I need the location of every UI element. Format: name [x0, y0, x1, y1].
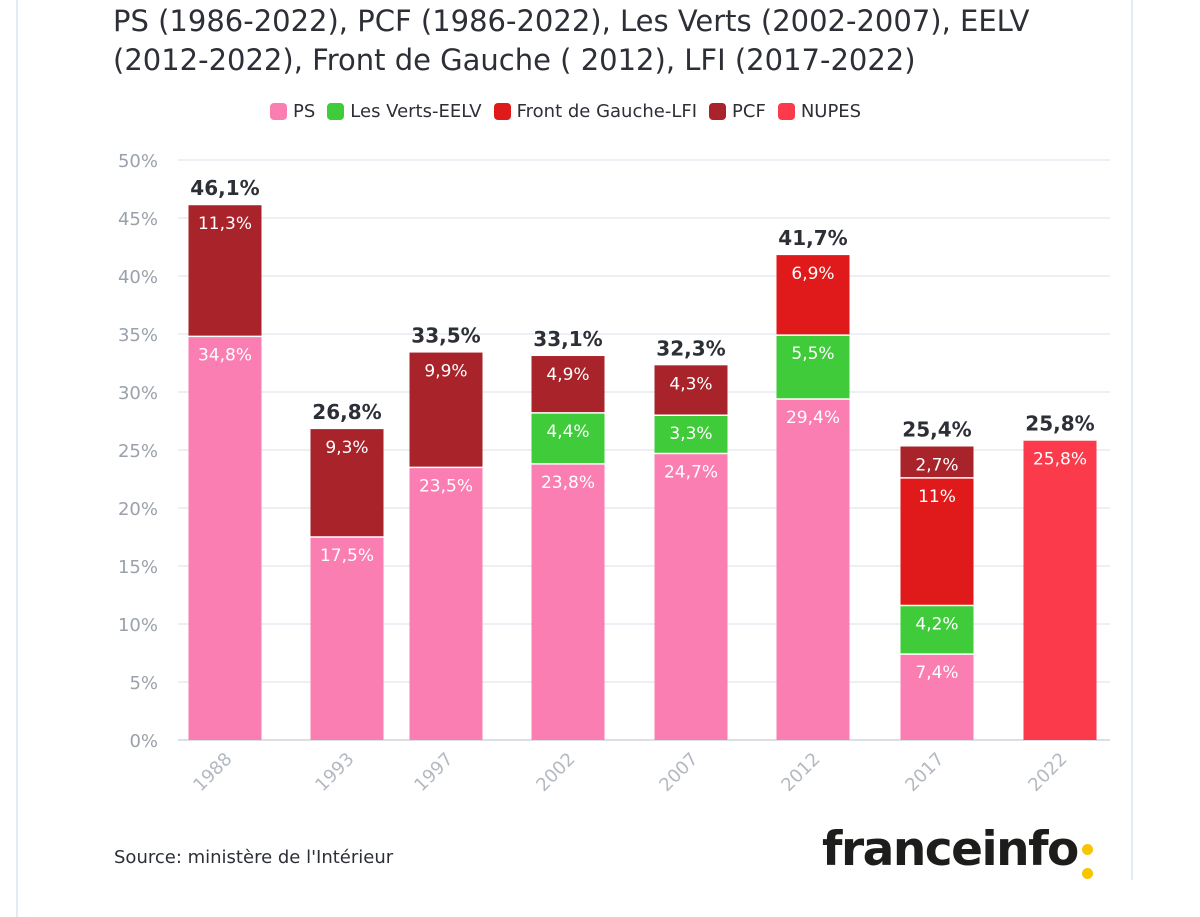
- x-tick-label: 2022: [1024, 749, 1071, 796]
- y-tick-label: 25%: [118, 441, 158, 462]
- bar-segment-ps: [409, 467, 483, 740]
- total-label: 26,8%: [312, 400, 381, 424]
- legend-item-front-de-gauche-lfi[interactable]: Front de Gauche-LFI: [493, 100, 698, 122]
- bar-segment-les-verts-eelv: [900, 605, 974, 655]
- legend-swatch: [709, 102, 727, 120]
- y-tick-label: 40%: [118, 267, 158, 288]
- legend-item-nupes[interactable]: NUPES: [777, 100, 862, 122]
- x-tick-label: 1997: [410, 749, 457, 796]
- total-label: 46,1%: [190, 176, 259, 200]
- legend-item-ps[interactable]: PS: [270, 101, 315, 122]
- total-label: 25,8%: [1025, 412, 1094, 436]
- bar-segment-les-verts-eelv: [776, 335, 850, 399]
- total-label: 41,7%: [778, 226, 847, 250]
- data-label: 4,4%: [546, 422, 589, 442]
- x-tick-label: 1993: [311, 749, 358, 796]
- legend-swatch: [493, 102, 511, 120]
- legend-label: PCF: [732, 100, 766, 122]
- x-tick-label: 2002: [532, 749, 579, 796]
- total-label: 32,3%: [656, 336, 725, 360]
- total-label: 25,4%: [902, 418, 971, 442]
- bar-segment-les-verts-eelv: [531, 412, 605, 464]
- legend-item-pcf[interactable]: PCF: [709, 101, 766, 122]
- data-label: 25,8%: [1033, 450, 1087, 470]
- bar-segment-les-verts-eelv: [654, 415, 728, 454]
- x-tick-label: 1988: [189, 749, 236, 796]
- y-tick-label: 0%: [129, 731, 158, 752]
- legend: PS Les Verts-EELV Front de Gauche-LFI PCF NU…: [270, 98, 861, 124]
- y-tick-label: 10%: [118, 615, 158, 636]
- data-label: 2,7%: [915, 456, 958, 476]
- bar-segment-pcf: [409, 352, 483, 468]
- chart-title: PS (1986-2022), PCF (1986-2022), Les Ver…: [113, 4, 1030, 77]
- legend-label: Front de Gauche-LFI: [516, 100, 698, 122]
- data-label: 11,3%: [198, 214, 252, 234]
- bar-segment-ps: [531, 463, 605, 740]
- bar-segment-nupes: [1023, 440, 1097, 740]
- data-label: 4,2%: [915, 614, 958, 634]
- data-label: 5,5%: [791, 344, 834, 364]
- legend-label: Les Verts-EELV: [350, 100, 482, 122]
- source-note: Source: ministère de l'Intérieur: [114, 847, 394, 868]
- x-tick-label: 2017: [901, 749, 948, 796]
- y-tick-label: 30%: [118, 383, 158, 404]
- y-tick-label: 20%: [118, 499, 158, 520]
- legend-label: PS: [293, 100, 316, 122]
- data-label: 24,7%: [664, 462, 718, 482]
- total-label: 33,5%: [411, 324, 480, 348]
- bar-segment-ps: [654, 453, 728, 740]
- bar-segment-ps: [310, 537, 384, 740]
- data-label: 34,8%: [198, 345, 252, 365]
- bar-segment-front-de-gauche-lfi: [900, 477, 974, 606]
- data-label: 4,3%: [669, 374, 712, 394]
- data-label: 7,4%: [915, 663, 958, 683]
- data-label: 29,4%: [786, 408, 840, 428]
- data-label: 9,3%: [325, 438, 368, 458]
- legend-item-les-verts-eelv[interactable]: Les Verts-EELV: [327, 100, 482, 122]
- logo-colon-icon: [1082, 844, 1094, 880]
- bar-segment-ps: [900, 654, 974, 740]
- y-tick-label: 50%: [118, 151, 158, 172]
- y-tick-label: 5%: [129, 673, 158, 694]
- bar-segment-ps: [776, 398, 850, 740]
- left-border: [16, 0, 18, 917]
- data-label: 9,9%: [424, 362, 467, 382]
- bar-segment-pcf: [310, 429, 384, 537]
- right-border: [1131, 0, 1133, 880]
- y-tick-label: 45%: [118, 209, 158, 230]
- total-label: 33,1%: [533, 327, 602, 351]
- legend-swatch: [777, 102, 795, 120]
- y-tick-label: 15%: [118, 557, 158, 578]
- bar-segment-pcf: [654, 365, 728, 416]
- data-label: 3,3%: [669, 424, 712, 444]
- franceinfo-logo: franceinfo: [822, 822, 1079, 877]
- legend-label: NUPES: [800, 100, 862, 122]
- bar-segment-pcf: [531, 356, 605, 413]
- data-label: 4,9%: [546, 365, 589, 385]
- x-tick-label: 2012: [777, 749, 824, 796]
- bar-segment-front-de-gauche-lfi: [776, 255, 850, 336]
- bar-segment-ps: [188, 336, 262, 740]
- data-label: 11%: [918, 487, 956, 507]
- stacked-bar-chart: 0% 5% 10% 15% 20% 25% 30% 35% 40% 45% 50% 34,8% 11,3…: [118, 151, 1110, 796]
- data-label: 6,9%: [791, 264, 834, 284]
- data-label: 23,8%: [541, 473, 595, 493]
- data-label: 23,5%: [419, 476, 473, 496]
- y-tick-label: 35%: [118, 325, 158, 346]
- x-tick-label: 2007: [655, 749, 702, 796]
- data-label: 17,5%: [320, 546, 374, 566]
- bar-segment-pcf: [188, 205, 262, 337]
- legend-swatch: [270, 102, 287, 120]
- legend-swatch: [327, 102, 345, 120]
- bar-segment-pcf: [900, 446, 974, 478]
